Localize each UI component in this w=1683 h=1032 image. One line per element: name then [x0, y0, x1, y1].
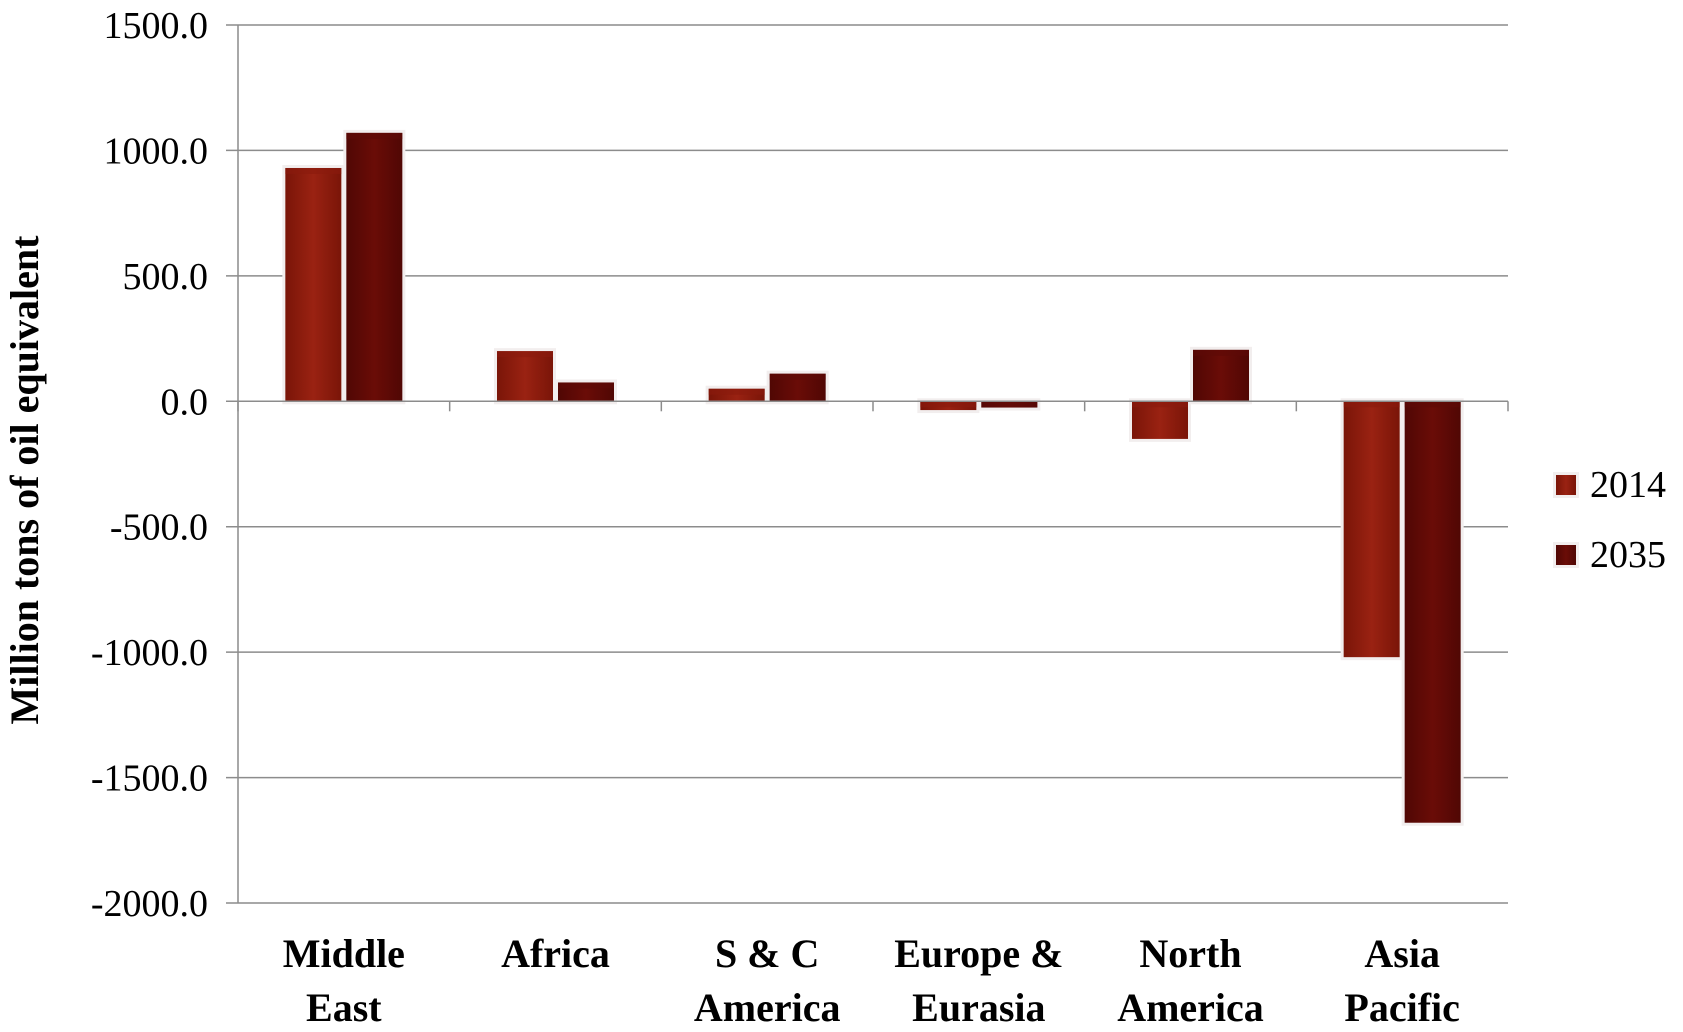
bar-2014-4 — [1129, 398, 1191, 442]
x-category-label: Middle East — [283, 931, 405, 1030]
bar-2014-3 — [917, 398, 980, 414]
legend-item-2035: 2035 — [1553, 534, 1666, 576]
y-tick-label: -500.0 — [110, 507, 208, 549]
y-tick-label: -2000.0 — [91, 883, 208, 925]
legend-label: 2014 — [1590, 464, 1666, 506]
y-tick-label: -1500.0 — [91, 758, 208, 800]
legend-label: 2035 — [1590, 534, 1666, 576]
x-category-label: Africa — [501, 931, 610, 976]
bar-2014-1 — [494, 348, 556, 405]
gridlines — [226, 24, 1508, 904]
bar-2035-1 — [555, 379, 617, 405]
bar-2035-2 — [766, 370, 829, 405]
x-category-labels: Middle East Africa S & C America Europe & Eura… — [283, 931, 1460, 1030]
legend-swatch — [1556, 545, 1576, 565]
y-axis-title: Million tons of oil equivalent — [2, 235, 47, 725]
bar-2035-4 — [1190, 346, 1252, 405]
y-tick-label: -1000.0 — [91, 632, 208, 674]
bar-2035-5 — [1401, 398, 1464, 826]
legend-item-2014: 2014 — [1553, 464, 1666, 506]
y-tick-label: 1000.0 — [104, 130, 209, 172]
x-category-label: S & C America — [694, 931, 841, 1030]
plot-area: 1500.0 1000.0 500.0 0.0 -500.0 -1000.0 -1500.0… — [91, 5, 1509, 1030]
bar-2035-0 — [343, 129, 406, 405]
x-category-label: North America — [1117, 931, 1264, 1030]
axes — [237, 25, 1509, 903]
x-category-label: Asia Pacific — [1344, 931, 1460, 1030]
bar-2014-0 — [282, 164, 345, 405]
y-tick-label: 500.0 — [123, 256, 209, 298]
bar-2035-3 — [978, 398, 1041, 411]
legend-swatch — [1556, 475, 1576, 495]
y-tick-label: 0.0 — [161, 381, 209, 423]
y-tick-labels: 1500.0 1000.0 500.0 0.0 -500.0 -1000.0 -1500.0… — [91, 5, 208, 925]
x-category-label: Europe & Eurasia — [894, 931, 1063, 1030]
bar-2014-2 — [705, 385, 768, 405]
bars — [282, 129, 1464, 826]
y-tick-label: 1500.0 — [104, 5, 209, 47]
legend: 2014 2035 — [1553, 464, 1666, 576]
bar-2014-5 — [1340, 398, 1403, 661]
